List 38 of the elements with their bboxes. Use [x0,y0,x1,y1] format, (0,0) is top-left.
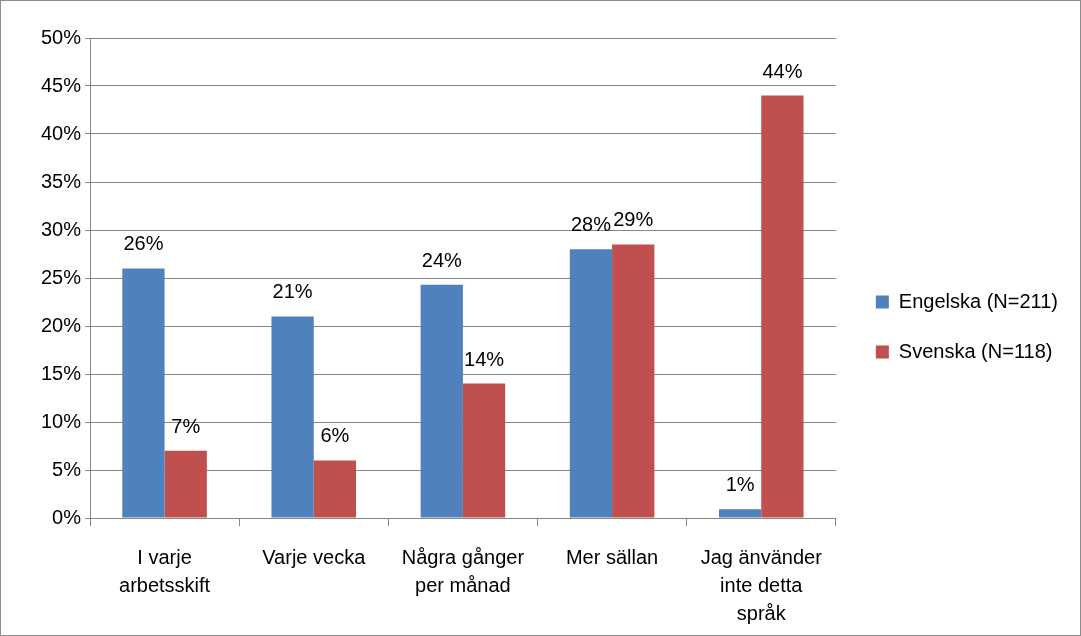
x-tick-label: Några gånger per månad [401,545,525,596]
legend-label: Engelska (N=211) [898,289,1059,312]
y-tick-label: 20% [40,313,82,336]
data-label: 26% [123,232,164,255]
data-label: 1% [725,473,755,496]
y-tick-label: 50% [40,25,82,48]
bar [420,284,463,518]
x-tick-label: Mer sällan [565,545,659,568]
data-label: 21% [272,280,313,303]
bar [164,450,207,518]
y-tick-label: 0% [52,505,82,528]
y-tick-label: 25% [40,265,82,288]
y-tick-label: 40% [40,121,82,144]
y-tick-label: 35% [40,169,82,192]
bar [122,268,165,518]
bar [718,509,762,518]
data-label: 14% [464,347,505,370]
y-tick-label: 10% [40,409,82,432]
bar [271,316,314,518]
legend-label: Svenska (N=118) [898,339,1053,362]
y-tick-label: 5% [52,457,82,480]
data-label: 44% [762,59,803,82]
y-tick-label: 45% [40,73,82,96]
x-tick-label: Varje vecka [262,545,367,568]
data-label: 6% [320,424,350,447]
bar [313,460,357,518]
y-tick-label: 15% [40,361,82,384]
data-label: 7% [171,414,201,437]
x-tick-label: I varje arbetsskift [119,545,211,596]
data-label: 29% [613,208,654,231]
data-label: 24% [421,248,463,271]
data-label: 28% [570,213,612,236]
y-tick-label: 30% [40,217,82,240]
bar [612,244,655,518]
x-tick-label: Jag änvänder inte detta språk [700,545,823,624]
bar [569,249,613,518]
bar [462,383,506,518]
bar [761,95,804,518]
